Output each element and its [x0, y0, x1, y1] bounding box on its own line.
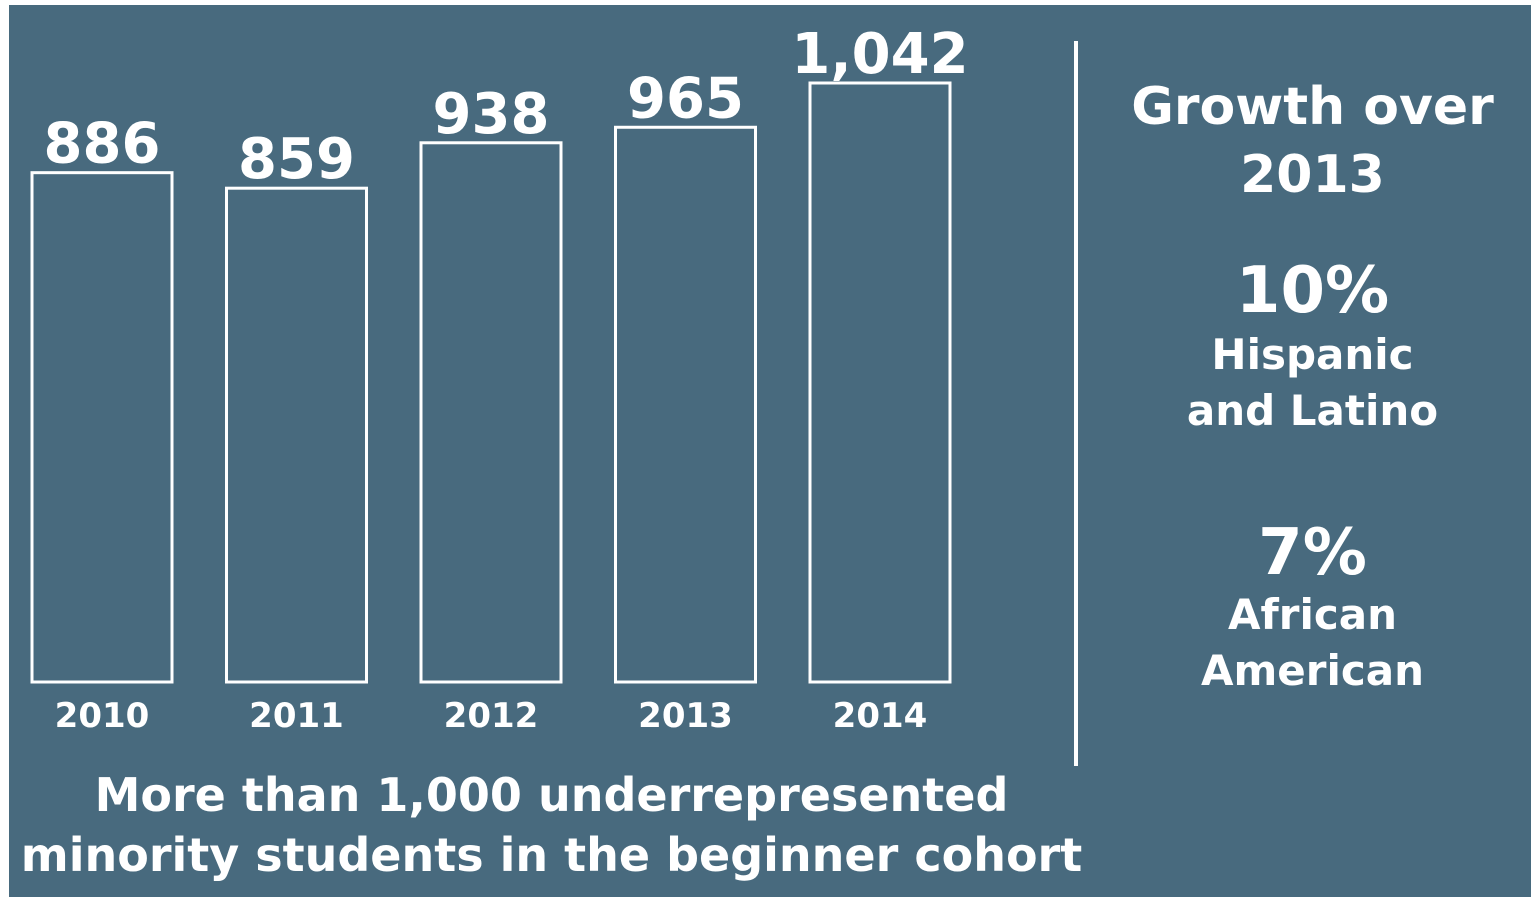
- stat-african-american-label-line-1: African: [1227, 590, 1398, 639]
- x-tick-2014: 2014: [833, 696, 928, 736]
- caption-line-2: minority students in the beginner cohort: [20, 828, 1083, 882]
- bar-2011: [225, 186, 368, 684]
- bar-2010: [30, 171, 174, 684]
- x-tick-2011: 2011: [249, 696, 344, 736]
- stat-hispanic-label: Hispanic and Latino: [1094, 327, 1531, 439]
- value-label-2012: 938: [433, 82, 550, 147]
- bar-2014: [808, 81, 952, 684]
- growth-title: Growth over 2013: [1094, 73, 1531, 209]
- divider-line: [1074, 41, 1078, 766]
- value-label-2010: 886: [44, 112, 161, 177]
- stat-hispanic-percent: 10%: [1235, 254, 1390, 328]
- infographic-panel: 886 2010 859 2011 938 2012 965 2013 1,042 2014 Mo…: [9, 5, 1531, 897]
- stat-african-american-label-line-2: American: [1200, 646, 1424, 695]
- growth-title-line-2: 2013: [1240, 145, 1385, 205]
- growth-title-line-1: Growth over: [1131, 77, 1494, 137]
- bar-2013: [614, 125, 757, 684]
- value-label-2011: 859: [238, 127, 355, 192]
- value-label-2014: 1,042: [791, 22, 968, 87]
- bar-chart: 886 2010 859 2011 938 2012 965 2013 1,042 2014: [30, 22, 969, 736]
- x-tick-2010: 2010: [55, 696, 150, 736]
- stat-african-american-percent: 7%: [1258, 516, 1367, 590]
- bar-2012: [419, 141, 563, 684]
- x-tick-2012: 2012: [444, 696, 539, 736]
- caption-line-1: More than 1,000 underrepresented: [94, 768, 1009, 822]
- stat-hispanic-label-line-1: Hispanic: [1211, 330, 1414, 379]
- chart-caption: More than 1,000 underrepresented minorit…: [9, 765, 1094, 885]
- stat-african-american-label: African American: [1094, 587, 1531, 699]
- value-label-2013: 965: [627, 66, 744, 131]
- stat-hispanic-label-line-2: and Latino: [1186, 386, 1439, 435]
- x-tick-2013: 2013: [638, 696, 733, 736]
